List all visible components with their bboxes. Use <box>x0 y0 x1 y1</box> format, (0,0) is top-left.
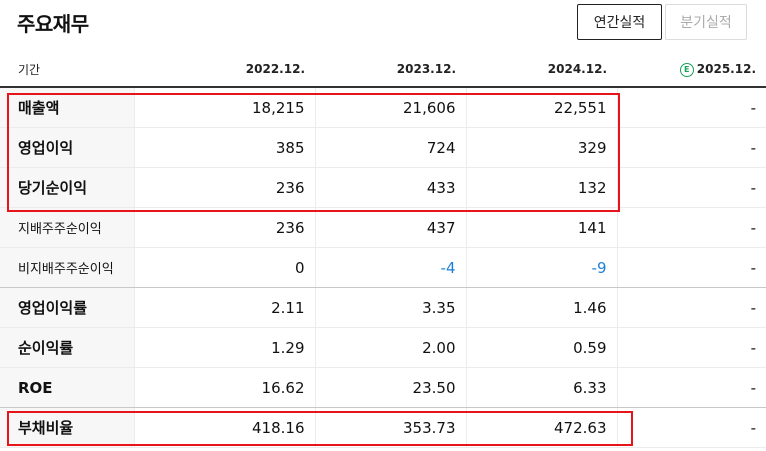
estimate-icon: E <box>679 62 694 77</box>
table-row-controlling-net-income: 지배주주순이익 236 437 141 - <box>0 207 766 248</box>
period-header: 기간 <box>0 52 134 88</box>
table-cell: - <box>616 327 766 368</box>
table-row-operating-margin: 영업이익률 2.11 3.35 1.46 - <box>0 287 766 328</box>
table-row-net-income: 당기순이익 236 433 132 - <box>0 167 766 208</box>
row-label: 당기순이익 <box>0 167 134 208</box>
table-cell: 6.33 <box>465 367 617 408</box>
table-cell: 0 <box>133 247 315 288</box>
table-cell: 2.00 <box>314 327 466 368</box>
table-cell: 0.59 <box>465 327 617 368</box>
table-cell: 2.11 <box>133 287 315 328</box>
table-cell: 21,606 <box>314 87 466 128</box>
row-label: 영업이익 <box>0 127 134 168</box>
table-cell: 353.73 <box>314 407 466 448</box>
table-cell: 329 <box>465 127 617 168</box>
table-row-debt-ratio: 부채비율 418.16 353.73 472.63 - <box>0 407 766 448</box>
table-cell: 437 <box>314 207 466 248</box>
table-cell: - <box>616 87 766 128</box>
tab-quarterly[interactable]: 분기실적 <box>665 4 747 40</box>
table-cell: 132 <box>465 167 617 208</box>
table-cell: - <box>616 367 766 408</box>
table-cell: 18,215 <box>133 87 315 128</box>
table-cell: - <box>616 247 766 288</box>
table-row-roe: ROE 16.62 23.50 6.33 - <box>0 367 766 408</box>
table-cell: - <box>616 207 766 248</box>
table-cell: 23.50 <box>314 367 466 408</box>
table-cell: 385 <box>133 127 315 168</box>
table-cell: 236 <box>133 207 315 248</box>
table-cell-negative: -4 <box>314 247 466 288</box>
column-header: 2024.12. <box>466 52 617 88</box>
column-header: 2022.12. <box>134 52 315 88</box>
row-label: ROE <box>0 367 134 408</box>
table-cell: 22,551 <box>465 87 617 128</box>
table-row-noncontrolling-net-income: 비지배주주순이익 0 -4 -9 - <box>0 247 766 288</box>
table-row-operating-profit: 영업이익 385 724 329 - <box>0 127 766 168</box>
table-cell: 236 <box>133 167 315 208</box>
column-header: 2023.12. <box>315 52 466 88</box>
table-cell: 1.29 <box>133 327 315 368</box>
table-cell: - <box>616 127 766 168</box>
financial-table: 기간 2022.12. 2023.12. 2024.12. E 2025.12. … <box>0 52 766 448</box>
tab-annual[interactable]: 연간실적 <box>577 4 662 40</box>
column-header-estimate: E 2025.12. <box>617 52 766 88</box>
table-cell: 433 <box>314 167 466 208</box>
table-cell: 3.35 <box>314 287 466 328</box>
table-cell: 724 <box>314 127 466 168</box>
row-label: 영업이익률 <box>0 287 134 328</box>
table-cell: 141 <box>465 207 617 248</box>
column-header-label: 2025.12. <box>696 61 756 76</box>
table-cell: 1.46 <box>465 287 617 328</box>
row-label: 순이익률 <box>0 327 134 368</box>
table-cell: - <box>616 287 766 328</box>
row-label: 부채비율 <box>0 407 134 448</box>
row-label: 비지배주주순이익 <box>0 247 134 288</box>
table-cell: - <box>616 167 766 208</box>
page-title: 주요재무 <box>17 12 89 36</box>
table-header-row: 기간 2022.12. 2023.12. 2024.12. E 2025.12. <box>0 52 766 88</box>
table-cell: 418.16 <box>133 407 315 448</box>
table-row-revenue: 매출액 18,215 21,606 22,551 - <box>0 87 766 128</box>
table-cell-negative: -9 <box>465 247 617 288</box>
row-label: 지배주주순이익 <box>0 207 134 248</box>
table-cell: - <box>616 407 766 448</box>
table-row-net-margin: 순이익률 1.29 2.00 0.59 - <box>0 327 766 368</box>
table-cell: 16.62 <box>133 367 315 408</box>
table-cell: 472.63 <box>465 407 617 448</box>
row-label: 매출액 <box>0 87 134 128</box>
